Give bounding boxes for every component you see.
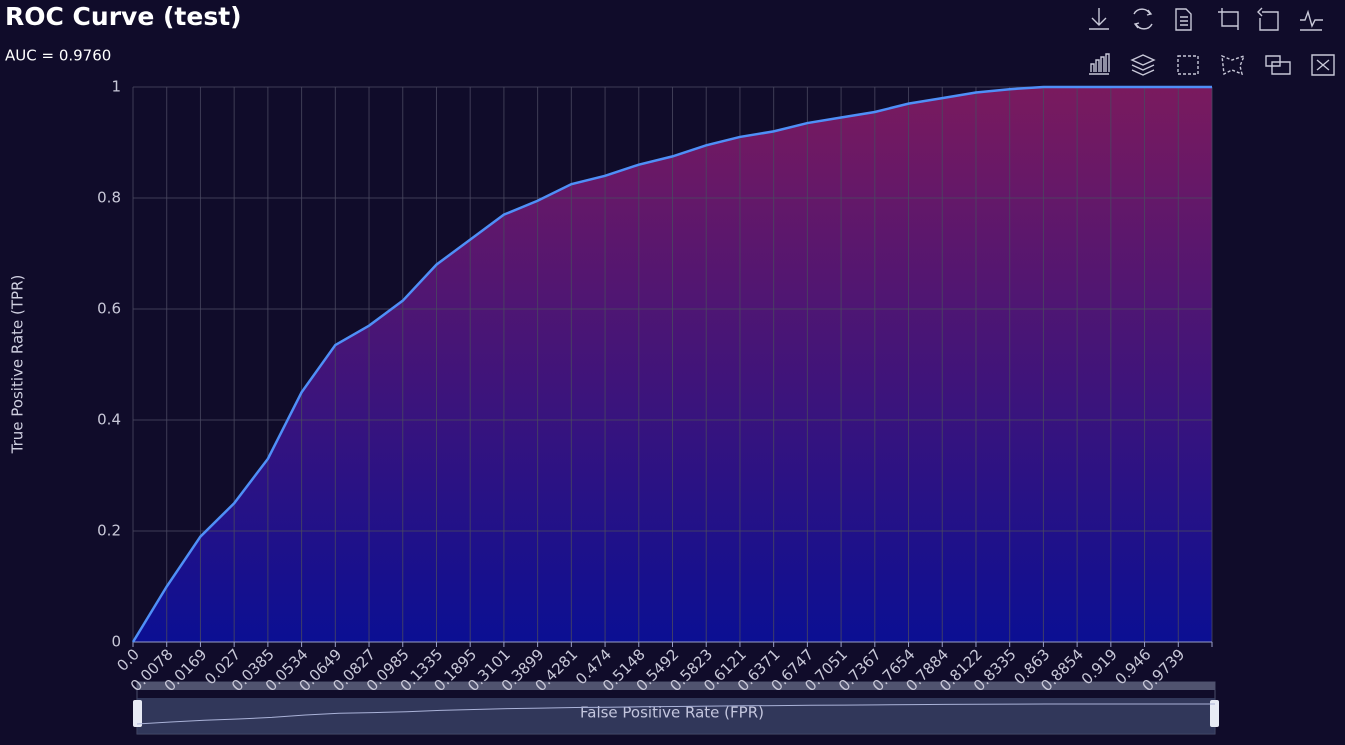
zoom-bar[interactable]: [137, 682, 1215, 690]
chart-subtitle: AUC = 0.9760: [5, 47, 111, 65]
x-axis-label: False Positive Rate (FPR): [580, 704, 764, 722]
y-tick-label: 0.4: [97, 411, 121, 429]
tool-icon[interactable]: [1257, 7, 1279, 31]
zoom-handle[interactable]: [1210, 700, 1219, 727]
tool-icon[interactable]: [1311, 54, 1335, 76]
tool-icon[interactable]: [1218, 8, 1239, 30]
plot: [132, 86, 1213, 643]
y-tick-label: 0.2: [97, 522, 121, 540]
y-axis-label: True Positive Rate (TPR): [9, 275, 27, 455]
y-tick-label: 0.6: [97, 300, 121, 318]
zoom-preview: [136, 703, 1215, 725]
y-tick-label: 0: [111, 633, 121, 651]
tool-icon[interactable]: [1130, 54, 1156, 76]
tool-icon[interactable]: [1221, 54, 1246, 76]
tool-icon[interactable]: [1175, 8, 1192, 31]
tool-icon[interactable]: [1133, 8, 1153, 30]
y-tick-label: 0.8: [97, 189, 121, 207]
toolbox[interactable]: [1089, 7, 1335, 76]
zoom-handle[interactable]: [133, 700, 142, 727]
tool-icon[interactable]: [1177, 55, 1199, 75]
tool-icon[interactable]: [1265, 55, 1291, 75]
roc-line: [131, 85, 1212, 643]
tool-icon[interactable]: [1089, 8, 1109, 30]
y-tick-label: 1: [111, 78, 121, 96]
tool-icon[interactable]: [1089, 53, 1110, 75]
chart-title: ROC Curve (test): [5, 2, 242, 31]
tool-icon[interactable]: [1300, 9, 1323, 31]
